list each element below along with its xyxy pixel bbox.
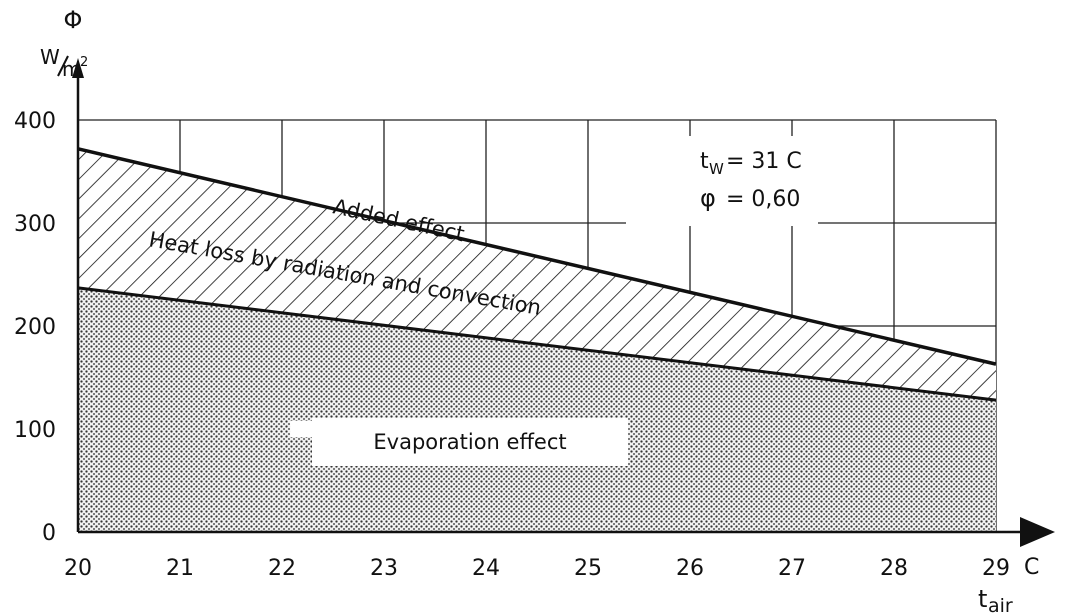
phi-condition: φ = 0,60 — [700, 184, 800, 212]
y-unit-numerator: W — [40, 45, 60, 69]
tw-subscript: W — [709, 160, 724, 178]
y-unit-denominator: m — [62, 57, 81, 81]
phi-value: = 0,60 — [726, 187, 800, 212]
x-tick-label: 28 — [880, 556, 908, 581]
x-tick-label: 24 — [472, 556, 500, 581]
x-tick-label: 21 — [166, 556, 194, 581]
x-tick-label: 20 — [64, 556, 92, 581]
x-axis-symbol-group: t air — [978, 585, 1013, 615]
evaporation-line — [77, 286, 997, 402]
x-tick-labels: 20 21 22 23 24 25 26 27 28 29 — [64, 556, 1010, 581]
conditions-box — [626, 136, 818, 226]
heat-loss-area — [78, 148, 996, 401]
x-tick-label: 22 — [268, 556, 296, 581]
x-tick-label: 26 — [676, 556, 704, 581]
x-axis-symbol: t — [978, 585, 987, 613]
tw-symbol: t — [700, 149, 709, 174]
y-unit-slash — [57, 55, 69, 77]
tw-condition: t W = 31 C — [700, 149, 802, 178]
x-tick-label: 29 — [982, 556, 1010, 581]
y-axis-unit: W m 2 — [40, 45, 88, 81]
y-tick-label: 300 — [14, 212, 56, 237]
phi-symbol: φ — [700, 184, 716, 212]
x-tick-label: 23 — [370, 556, 398, 581]
y-tick-label: 400 — [14, 109, 56, 134]
y-tick-label: 100 — [14, 418, 56, 443]
evaporation-area — [78, 287, 996, 532]
y-tick-label: 0 — [42, 521, 56, 546]
y-axis-symbol: Φ — [64, 6, 83, 34]
grid-gap — [290, 421, 313, 437]
y-axis-arrow — [72, 58, 84, 78]
x-axis-subscript: air — [988, 595, 1013, 615]
y-unit-exponent: 2 — [80, 55, 88, 70]
x-tick-label: 27 — [778, 556, 806, 581]
x-axis-unit: C — [1024, 555, 1039, 580]
y-tick-label: 200 — [14, 315, 56, 340]
y-tick-labels: 0 100 200 300 400 — [14, 109, 56, 546]
evaporation-label: Evaporation effect — [373, 430, 566, 454]
tw-value: = 31 C — [726, 149, 802, 174]
x-tick-label: 25 — [574, 556, 602, 581]
added-effect-line — [77, 147, 997, 366]
evaporation-label-box — [312, 418, 628, 466]
